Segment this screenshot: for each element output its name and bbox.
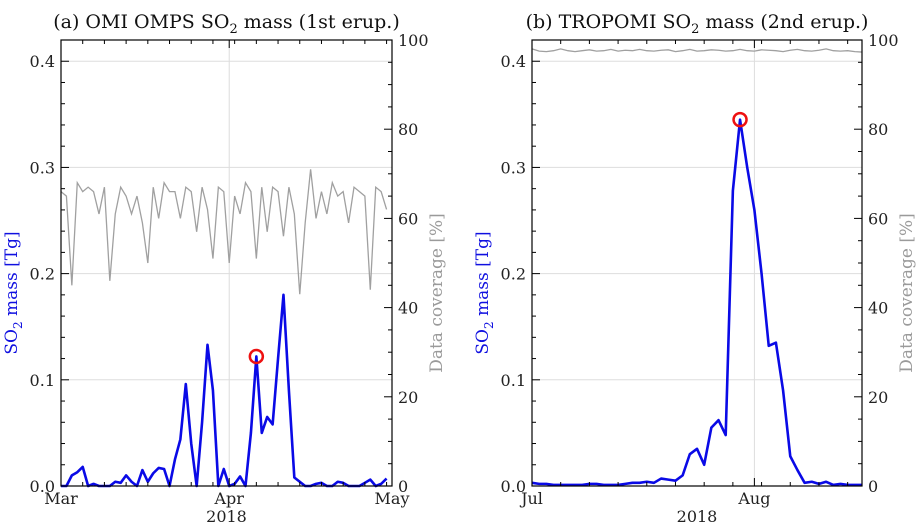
y-left-label-rest: mass [Tg] xyxy=(473,231,493,321)
y-right-tick-label: 100 xyxy=(398,31,429,50)
x-axis-label: 2018 xyxy=(206,507,247,525)
y-left-tick-label: 0.0 xyxy=(30,477,55,496)
y-left-tick-label: 0.2 xyxy=(501,265,526,284)
y-left-label-subscript: 2 xyxy=(11,321,25,329)
plot-frame xyxy=(531,39,863,487)
y-right-axis-label: Data coverage [%] xyxy=(427,213,447,373)
y-right-axis-label: Data coverage [%] xyxy=(897,213,917,373)
x-tick-label: May xyxy=(375,489,410,508)
x-tick-label: Jul xyxy=(519,489,543,508)
y-right-tick-label: 80 xyxy=(398,120,418,139)
y-right-tick-label: 40 xyxy=(398,299,418,318)
y-left-tick-label: 0.4 xyxy=(30,52,55,71)
y-left-tick-label: 0.1 xyxy=(30,371,55,390)
y-left-label-rest: mass [Tg] xyxy=(2,231,22,321)
chart-title-subscript: 2 xyxy=(229,22,237,37)
y-left-tick-label: 0.3 xyxy=(501,158,526,177)
peak-marker xyxy=(248,348,265,365)
y-right-tick-label: 40 xyxy=(868,299,888,318)
y-left-label-subscript: 2 xyxy=(482,321,496,329)
y-left-label-main: SO xyxy=(2,329,22,355)
y-right-tick-label: 20 xyxy=(398,388,418,407)
series-line-coverage xyxy=(531,48,863,53)
series-line-so2 xyxy=(531,118,862,487)
x-tick-label: Apr xyxy=(213,489,244,508)
x-axis-label: 2018 xyxy=(677,507,718,525)
chart-title-rest: mass (1st erup.) xyxy=(238,11,400,33)
chart-title-rest: mass (2nd erup.) xyxy=(699,11,868,33)
y-right-tick-label: 0 xyxy=(868,477,878,496)
series-line-coverage xyxy=(60,169,388,295)
y-left-axis-label: SO2 mass [Tg] xyxy=(2,231,25,354)
y-right-tick-label: 80 xyxy=(868,120,888,139)
y-left-tick-label: 0.2 xyxy=(30,265,55,284)
chart-title-subscript: 2 xyxy=(691,22,699,37)
chart-title: (a) OMI OMPS SO2 mass (1st erup.) xyxy=(53,11,400,37)
y-left-tick-label: 0.0 xyxy=(501,477,526,496)
chart-panel-1: 0.0 0.1 0.2 0.3 0.4 0 20 40 60 80 100 Jul Aug 2018 (b)… xyxy=(473,11,917,525)
y-right-tick-label: 0 xyxy=(398,477,408,496)
series-line-so2 xyxy=(61,293,388,488)
y-right-tick-label: 100 xyxy=(868,31,899,50)
y-left-axis-label: SO2 mass [Tg] xyxy=(473,231,496,354)
y-right-tick-label: 60 xyxy=(868,209,888,228)
y-left-tick-label: 0.3 xyxy=(30,158,55,177)
x-tick-label: Aug xyxy=(737,489,770,508)
y-left-tick-label: 0.4 xyxy=(501,52,526,71)
chart-title-main: (b) TROPOMI SO xyxy=(526,11,692,33)
peak-marker xyxy=(732,111,748,128)
chart-title-main: (a) OMI OMPS SO xyxy=(53,11,229,33)
x-tick-label: Mar xyxy=(44,489,78,508)
y-left-tick-label: 0.1 xyxy=(501,371,526,390)
chart-panel-0: 0.0 0.1 0.2 0.3 0.4 0 20 40 60 80 100 Mar Apr May 2018… xyxy=(2,11,447,525)
y-right-tick-label: 20 xyxy=(868,388,888,407)
y-right-tick-label: 60 xyxy=(398,209,418,228)
chart-title: (b) TROPOMI SO2 mass (2nd erup.) xyxy=(526,11,869,37)
y-left-label-main: SO xyxy=(473,329,493,355)
